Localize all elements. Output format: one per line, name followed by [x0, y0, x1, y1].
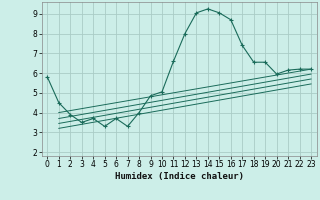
X-axis label: Humidex (Indice chaleur): Humidex (Indice chaleur)	[115, 172, 244, 181]
